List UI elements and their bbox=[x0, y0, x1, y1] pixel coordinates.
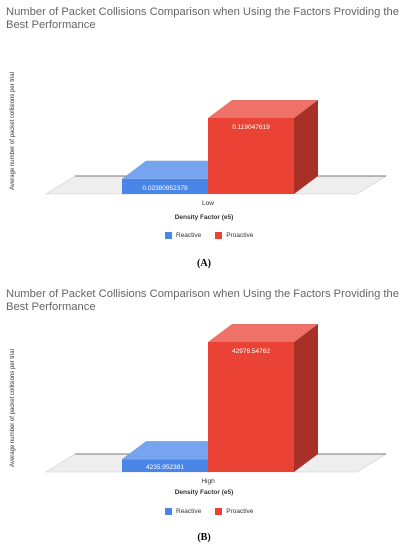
plot-area: 0.02380952379 0.119047619 Low bbox=[0, 0, 408, 210]
data-label-proactive: 42976.54762 bbox=[232, 348, 270, 355]
legend-label-reactive: Reactive bbox=[176, 232, 201, 239]
bar-side-face bbox=[294, 324, 318, 472]
data-label-reactive: 0.02380952379 bbox=[142, 185, 188, 192]
plot-area: 4235.952381 42976.54762 High bbox=[0, 280, 408, 485]
legend-item-reactive: Reactive bbox=[165, 508, 201, 515]
legend: Reactive Proactive bbox=[165, 232, 253, 239]
figure-caption: (A) bbox=[0, 258, 408, 269]
chart-panel-b: Number of Packet Collisions Comparison w… bbox=[0, 280, 408, 550]
legend-swatch-reactive bbox=[165, 232, 172, 239]
legend-swatch-reactive bbox=[165, 508, 172, 515]
category-label: Low bbox=[202, 200, 214, 207]
bar-proactive: 0.119047619 bbox=[208, 100, 318, 194]
legend: Reactive Proactive bbox=[165, 508, 253, 515]
chart-panel-a: Number of Packet Collisions Comparison w… bbox=[0, 0, 408, 275]
bar-front-face bbox=[208, 342, 294, 472]
data-label-proactive: 0.119047619 bbox=[232, 124, 270, 131]
legend-swatch-proactive bbox=[215, 232, 222, 239]
x-axis-label: Density Factor (e5) bbox=[0, 214, 408, 221]
legend-item-reactive: Reactive bbox=[165, 232, 201, 239]
figure-caption: (B) bbox=[0, 532, 408, 543]
legend-label-proactive: Proactive bbox=[226, 508, 253, 515]
x-axis-label: Density Factor (e5) bbox=[0, 489, 408, 496]
legend-item-proactive: Proactive bbox=[215, 232, 253, 239]
legend-swatch-proactive bbox=[215, 508, 222, 515]
legend-label-proactive: Proactive bbox=[226, 232, 253, 239]
category-label: High bbox=[201, 478, 215, 485]
data-label-reactive: 4235.952381 bbox=[146, 464, 184, 471]
legend-item-proactive: Proactive bbox=[215, 508, 253, 515]
bar-proactive: 42976.54762 bbox=[208, 324, 318, 472]
legend-label-reactive: Reactive bbox=[176, 508, 201, 515]
